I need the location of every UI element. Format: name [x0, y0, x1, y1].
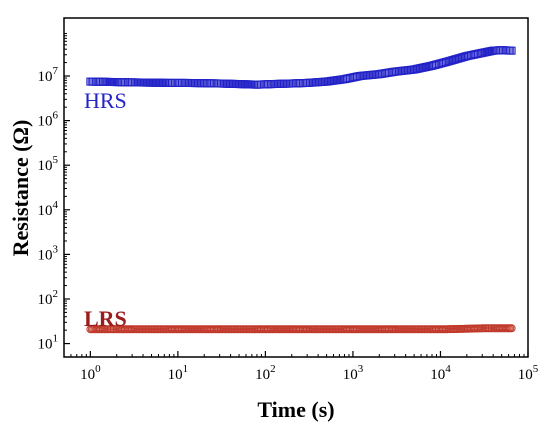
- series-lrs: [86, 324, 516, 334]
- y-axis-title: Resistance (Ω): [8, 120, 33, 257]
- x-tick-label-2: 102: [255, 363, 276, 383]
- y-tick-label-5: 106: [38, 110, 59, 130]
- x-axis-title: Time (s): [257, 397, 334, 422]
- x-tick-label-5: 105: [518, 363, 539, 383]
- y-tick-label-3: 104: [38, 199, 59, 219]
- series-layer: [86, 46, 516, 334]
- y-tick-label-6: 107: [38, 65, 59, 85]
- lrs-label: LRS: [84, 306, 127, 331]
- x-axis-ticks: 100 101 102 103 104 105: [70, 351, 539, 383]
- series-hrs: [86, 46, 516, 89]
- lrs-point: [507, 324, 516, 333]
- y-tick-label-0: 101: [38, 333, 59, 353]
- hrs-point: [507, 46, 516, 55]
- y-tick-label-2: 103: [38, 243, 59, 263]
- x-tick-label-3: 103: [343, 363, 364, 383]
- x-tick-label-1: 101: [168, 363, 189, 383]
- x-tick-label-0: 100: [80, 363, 101, 383]
- hrs-label: HRS: [84, 88, 127, 113]
- y-tick-label-4: 105: [38, 154, 59, 174]
- y-tick-label-1: 102: [38, 288, 59, 308]
- y-axis-ticks: 101 102 103 104 105 106 107: [38, 32, 70, 353]
- x-tick-label-4: 104: [430, 363, 451, 383]
- plot-frame: [63, 17, 529, 358]
